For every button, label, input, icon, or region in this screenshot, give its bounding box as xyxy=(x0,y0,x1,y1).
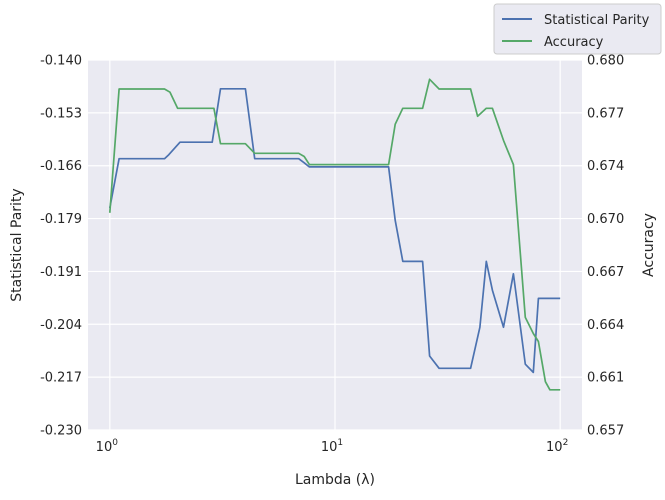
series-lines xyxy=(108,78,561,391)
left-y-tick-label: -0.179 xyxy=(40,212,82,227)
left-y-tick-label: -0.191 xyxy=(40,265,82,280)
x-tick-label: 102 xyxy=(546,438,568,455)
left-y-tick-label: -0.204 xyxy=(40,318,82,333)
left-y-tick-label: -0.153 xyxy=(40,106,82,121)
legend: Statistical Parity Accuracy xyxy=(493,3,662,55)
x-axis-ticks: 100 101 102 xyxy=(96,438,569,455)
left-y-tick-label: -0.230 xyxy=(40,424,82,439)
right-y-tick-label: 0.661 xyxy=(587,371,624,386)
right-y-tick-label: 0.674 xyxy=(587,159,624,174)
x-axis-label: Lambda (λ) xyxy=(295,472,375,488)
right-y-tick-label: 0.664 xyxy=(587,318,624,333)
right-y-tick-label: 0.670 xyxy=(587,212,624,227)
right-y-axis-ticks: 0.680 0.677 0.674 0.670 0.667 0.664 0.661 0.657 xyxy=(587,54,624,439)
legend-box xyxy=(493,3,662,55)
right-y-tick-label: 0.680 xyxy=(587,54,624,69)
left-y-tick-label: -0.140 xyxy=(40,54,82,69)
right-y-tick-label: 0.677 xyxy=(587,106,624,121)
right-y-axis-label: Accuracy xyxy=(641,213,657,277)
series-line-statistical-parity xyxy=(108,87,561,374)
series-line-accuracy xyxy=(108,78,561,391)
right-y-tick-label: 0.667 xyxy=(587,265,624,280)
legend-label-accuracy: Accuracy xyxy=(544,35,604,50)
left-y-tick-label: -0.166 xyxy=(40,159,82,174)
legend-label-statistical-parity: Statistical Parity xyxy=(544,13,650,28)
right-y-tick-label: 0.657 xyxy=(587,424,624,439)
left-y-tick-label: -0.217 xyxy=(40,371,82,386)
left-y-axis-label: Statistical Parity xyxy=(9,188,25,301)
x-tick-label: 100 xyxy=(96,438,119,455)
x-tick-label: 101 xyxy=(321,438,343,455)
grid xyxy=(88,59,582,431)
left-y-axis-ticks: -0.140 -0.153 -0.166 -0.179 -0.191 -0.204 -0.2… xyxy=(40,54,82,439)
